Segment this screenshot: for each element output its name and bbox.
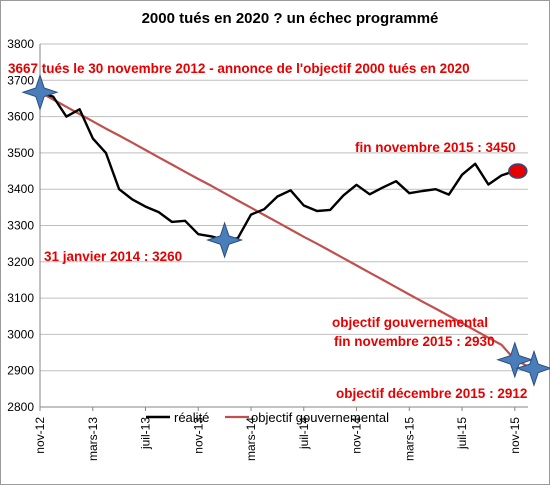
annotation-label: fin novembre 2015 : 3450: [355, 140, 516, 155]
annotation-label: 3667 tués le 30 novembre 2012 - annonce …: [8, 61, 470, 76]
annotation-markers: [21, 73, 550, 387]
x-tick-label: juil-15: [455, 417, 469, 450]
x-tick-label: nov-13: [191, 417, 205, 454]
star-marker: [206, 221, 244, 259]
annotation-label: objectif gouvernemental: [332, 315, 488, 330]
annotation-label: fin novembre 2015 : 2930: [334, 334, 495, 349]
series-line-realite: [39, 91, 516, 242]
y-tick-label: 3800: [7, 37, 34, 51]
x-axis-ticks: nov-12 mars-13 juil-13 nov-13 mars-14 juil-14…: [33, 407, 522, 461]
series-lines: [39, 91, 529, 368]
chart-title: 2000 tués en 2020 ? un échec programmé: [142, 10, 439, 27]
x-tick-label: nov-14: [350, 417, 364, 454]
y-axis-ticks: 2800 2900 3000 3100 3200 3300 3400 3500 3600 3700…: [7, 37, 34, 414]
red-circle-marker: [508, 163, 528, 179]
star-marker: [515, 349, 550, 387]
y-tick-label: 3100: [7, 291, 34, 305]
annotation-label: objectif décembre 2015 : 2912: [336, 386, 527, 401]
annotation-label: 31 janvier 2014 : 3260: [44, 249, 182, 264]
x-tick-label: mars-14: [244, 417, 258, 461]
x-tick-label: juil-14: [297, 417, 311, 450]
y-tick-label: 3400: [7, 182, 34, 196]
y-tick-label: 3300: [7, 219, 34, 233]
y-tick-label: 3700: [7, 73, 34, 87]
annotation-labels: 3667 tués le 30 novembre 2012 - annonce …: [8, 61, 527, 401]
y-tick-label: 2900: [7, 364, 34, 378]
x-tick-label: juil-13: [139, 417, 153, 450]
x-tick-label: mars-13: [86, 417, 100, 461]
legend-label-realite: réalité: [174, 410, 209, 425]
x-tick-label: mars-15: [402, 417, 416, 461]
y-tick-label: 3600: [7, 110, 34, 124]
x-tick-label: nov-15: [508, 417, 522, 454]
legend-label-objectif: objectif gouvernemental: [251, 410, 389, 425]
y-tick-label: 2800: [7, 400, 34, 414]
y-tick-label: 3500: [7, 146, 34, 160]
y-tick-label: 3200: [7, 255, 34, 269]
star-marker: [21, 73, 59, 111]
star-marker: [496, 341, 534, 379]
y-tick-label: 3000: [7, 327, 34, 341]
series-line-objectif: [39, 91, 529, 368]
legend: réalité objectif gouvernemental: [146, 410, 389, 425]
x-tick-label: nov-12: [33, 417, 47, 454]
